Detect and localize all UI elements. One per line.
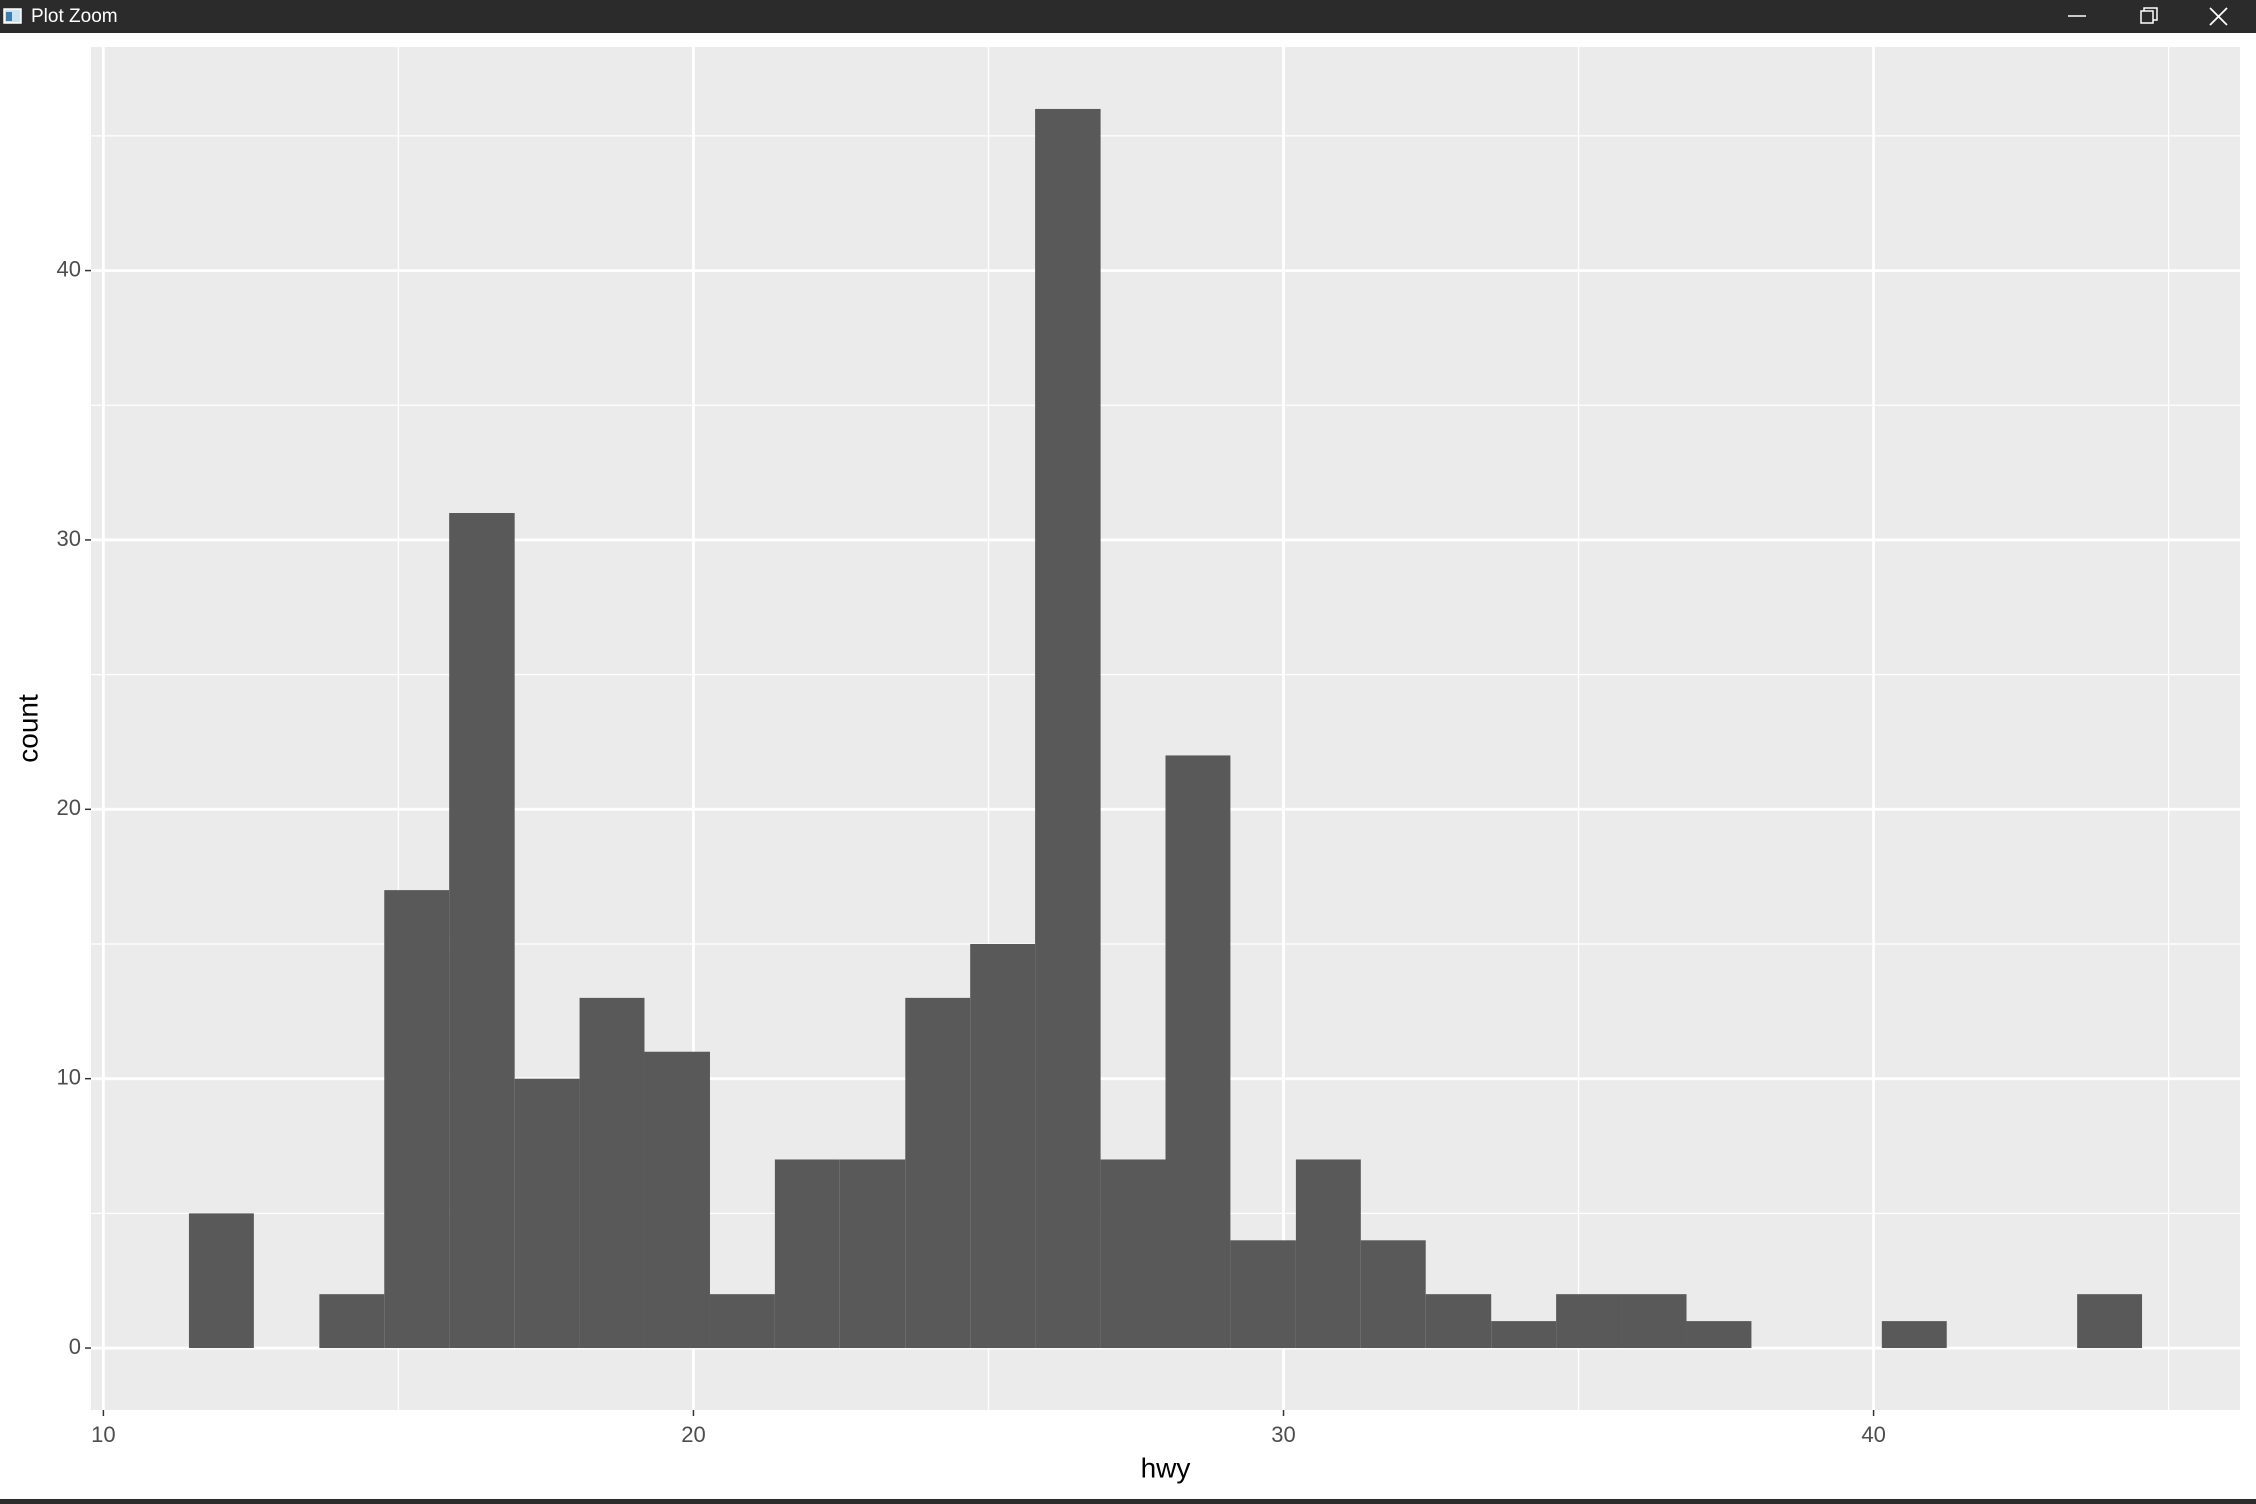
bar — [644, 1051, 710, 1349]
bar — [1035, 108, 1101, 1349]
bar — [1100, 1159, 1166, 1349]
close-button[interactable] — [2209, 7, 2228, 26]
y-tick-label: 40 — [57, 256, 81, 281]
title-bar: Plot Zoom — [0, 0, 2256, 33]
bar — [1686, 1321, 1752, 1349]
bar — [188, 1213, 254, 1349]
bar — [384, 890, 450, 1349]
y-tick-label: 30 — [57, 526, 81, 551]
app-icon-detail — [6, 12, 12, 21]
y-tick-label: 0 — [69, 1334, 81, 1359]
bar — [709, 1294, 775, 1349]
bar — [1621, 1294, 1687, 1349]
x-tick-label: 30 — [1271, 1422, 1295, 1447]
bar — [774, 1159, 840, 1349]
window-border — [0, 1499, 2256, 1504]
bar — [1881, 1321, 1947, 1349]
bar — [319, 1294, 385, 1349]
bar — [449, 513, 515, 1349]
bar — [579, 997, 645, 1349]
x-tick-label: 40 — [1861, 1422, 1885, 1447]
y-axis-title: count — [12, 694, 43, 763]
window-chrome — [3, 7, 2228, 26]
bar — [1230, 1240, 1296, 1349]
bar — [2077, 1294, 2143, 1349]
x-axis-title: hwy — [1141, 1452, 1191, 1483]
bar — [514, 1078, 580, 1349]
bar — [1295, 1159, 1361, 1349]
restore-button[interactable] — [2140, 7, 2158, 24]
bar — [1425, 1294, 1492, 1349]
x-tick-label: 20 — [681, 1422, 705, 1447]
bar — [1556, 1294, 1622, 1349]
bar — [1165, 755, 1231, 1349]
y-tick-label: 10 — [57, 1064, 81, 1089]
y-tick-label: 20 — [57, 795, 81, 820]
bar — [970, 943, 1036, 1349]
bar — [1491, 1321, 1557, 1349]
bar — [905, 997, 971, 1349]
bar — [839, 1159, 906, 1349]
bar — [1360, 1240, 1426, 1349]
x-tick-label: 10 — [91, 1422, 115, 1447]
window-title: Plot Zoom — [31, 6, 118, 27]
chart: 0 10 20 30 40 10 20 30 40 hwy count — [0, 47, 2256, 1504]
